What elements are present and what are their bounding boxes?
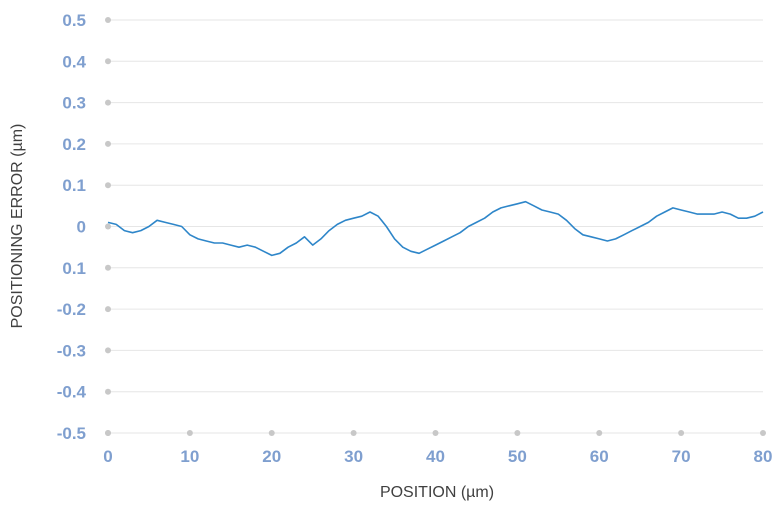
x-tick-label: 60 bbox=[590, 447, 609, 466]
y-tick-label: -0.4 bbox=[57, 383, 87, 402]
x-tick-label: 50 bbox=[508, 447, 527, 466]
x-tick-label: 70 bbox=[672, 447, 691, 466]
y-tick-label: -0.5 bbox=[57, 424, 86, 443]
x-tick-dot bbox=[186, 430, 193, 436]
y-tick-label: 0 bbox=[77, 218, 86, 237]
y-tick-dot bbox=[105, 223, 111, 230]
x-tick-label: 80 bbox=[754, 447, 773, 466]
y-tick-dot bbox=[105, 347, 111, 354]
x-tick-dot bbox=[760, 430, 766, 436]
x-tick-dot bbox=[432, 430, 439, 436]
x-tick-label: 10 bbox=[180, 447, 199, 466]
y-axis-title: POSITIONING ERROR (µm) bbox=[9, 124, 26, 329]
y-tick-dot bbox=[105, 99, 111, 106]
y-tick-labels: 0.5 0.4 0.3 0.2 0.1 0 0.1 -0.2 -0.3 -0.4 -0.5 bbox=[57, 11, 87, 443]
y-tick-dot bbox=[105, 58, 111, 65]
y-tick-label: 0.1 bbox=[62, 176, 86, 195]
y-tick-dot bbox=[105, 388, 111, 395]
y-tick-dot bbox=[105, 140, 111, 147]
y-tick-label: 0.1 bbox=[62, 259, 86, 278]
y-tick-dot bbox=[105, 264, 111, 271]
x-axis-title: POSITION (µm) bbox=[380, 484, 494, 501]
x-tick-dot bbox=[514, 430, 521, 436]
y-tick-dot bbox=[105, 306, 111, 313]
y-tick-label: 0.5 bbox=[62, 11, 86, 30]
x-tick-label: 30 bbox=[344, 447, 363, 466]
y-tick-label: -0.2 bbox=[57, 300, 86, 319]
x-tick-label: 0 bbox=[103, 447, 112, 466]
x-tick-dot bbox=[105, 430, 111, 436]
y-tick-dot bbox=[105, 17, 111, 23]
y-tick-label: 0.3 bbox=[62, 94, 86, 113]
x-tick-label: 20 bbox=[262, 447, 281, 466]
series-layer bbox=[107, 200, 764, 257]
grid-layer bbox=[108, 19, 763, 434]
y-tick-label: -0.3 bbox=[57, 341, 86, 360]
series-line bbox=[107, 200, 764, 257]
x-tick-labels: 0 10 20 30 40 50 60 70 80 bbox=[103, 447, 772, 466]
y-tick-dot bbox=[105, 182, 111, 189]
y-tick-label: 0.4 bbox=[62, 52, 86, 71]
x-tick-dot bbox=[596, 430, 603, 436]
x-tick-label: 40 bbox=[426, 447, 445, 466]
y-tick-label: 0.2 bbox=[62, 135, 86, 154]
x-tick-dot bbox=[678, 430, 685, 436]
axis-tick-dots bbox=[105, 17, 766, 436]
x-tick-dot bbox=[268, 430, 275, 436]
x-tick-dot bbox=[350, 430, 357, 436]
